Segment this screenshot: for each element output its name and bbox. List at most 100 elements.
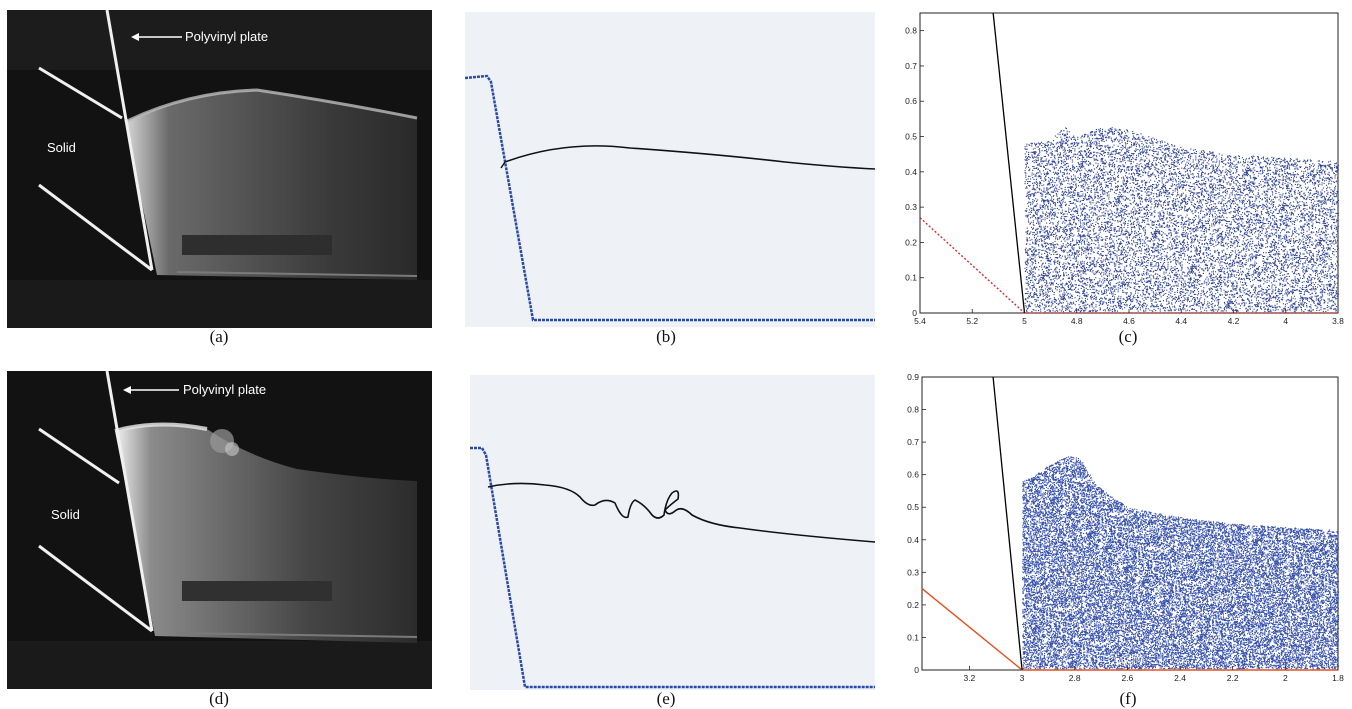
particle xyxy=(1126,231,1127,232)
particle xyxy=(1045,226,1046,227)
particle xyxy=(1127,248,1128,249)
particle xyxy=(1238,270,1239,271)
particle xyxy=(1134,305,1135,306)
particle xyxy=(1259,275,1260,276)
particle xyxy=(1331,229,1332,230)
particle xyxy=(1261,212,1262,213)
particle xyxy=(1123,302,1124,303)
particle xyxy=(1119,258,1120,259)
particle xyxy=(1245,258,1246,259)
particle xyxy=(1068,274,1069,275)
particle xyxy=(1207,154,1208,155)
particle xyxy=(1180,278,1181,279)
particle xyxy=(1166,176,1167,177)
particle xyxy=(1120,227,1121,228)
particle xyxy=(1189,271,1190,272)
particle xyxy=(1123,178,1124,179)
particle xyxy=(1264,261,1265,262)
particle xyxy=(1128,206,1129,207)
particle xyxy=(1176,176,1177,177)
particle xyxy=(1062,247,1063,248)
particle xyxy=(1044,208,1045,209)
particle xyxy=(1332,178,1333,179)
particle xyxy=(1077,157,1078,158)
particle xyxy=(1191,236,1192,237)
particle xyxy=(1122,287,1123,288)
particle xyxy=(1100,187,1101,188)
particle xyxy=(1222,240,1223,241)
particle xyxy=(1189,200,1190,201)
particle xyxy=(1126,233,1127,234)
particle xyxy=(1121,278,1122,279)
particle xyxy=(1139,166,1140,167)
particle xyxy=(1156,196,1157,197)
particle xyxy=(1240,178,1241,179)
particle xyxy=(1089,267,1090,268)
particle xyxy=(1275,174,1276,175)
particle xyxy=(1056,308,1057,309)
particle xyxy=(1035,161,1036,162)
particle xyxy=(1090,204,1091,205)
particle xyxy=(1052,290,1053,291)
particle xyxy=(1125,302,1126,303)
particle xyxy=(1203,273,1204,274)
particle xyxy=(1266,303,1267,304)
particle xyxy=(1056,254,1057,255)
particle xyxy=(1221,289,1222,290)
particle xyxy=(1190,228,1191,229)
particle xyxy=(1121,283,1122,284)
particle xyxy=(1125,142,1126,143)
particle xyxy=(1068,289,1069,290)
particle xyxy=(1241,297,1242,298)
particle xyxy=(1214,197,1215,198)
particle xyxy=(1108,191,1109,192)
particle xyxy=(1145,243,1146,244)
particle xyxy=(1146,299,1147,300)
particle xyxy=(1307,258,1308,259)
particle xyxy=(1068,209,1069,210)
particle xyxy=(1121,197,1122,198)
particle xyxy=(1043,190,1044,191)
particle xyxy=(1099,299,1100,300)
particle xyxy=(1305,224,1306,225)
particle xyxy=(1139,196,1140,197)
particle xyxy=(1054,229,1055,230)
particle xyxy=(1084,134,1085,135)
particle xyxy=(1324,173,1325,174)
particle xyxy=(1316,204,1317,205)
particle xyxy=(1195,298,1196,299)
particle xyxy=(1091,237,1092,238)
particle xyxy=(1336,290,1337,291)
particle xyxy=(1246,264,1247,265)
particle xyxy=(1098,216,1099,217)
particle xyxy=(1054,178,1055,179)
particle xyxy=(1094,286,1095,287)
particle xyxy=(1069,131,1070,132)
particle xyxy=(1028,263,1029,264)
particle xyxy=(1125,211,1126,212)
particle xyxy=(1177,274,1178,275)
particle xyxy=(1126,157,1127,158)
particle xyxy=(1099,185,1100,186)
particle xyxy=(1258,214,1259,215)
particle xyxy=(1291,258,1292,259)
particle xyxy=(1305,238,1306,239)
particle xyxy=(1317,276,1318,277)
particle xyxy=(1161,218,1162,219)
particle xyxy=(1127,239,1128,240)
particle xyxy=(1071,304,1072,305)
particle xyxy=(1032,271,1033,272)
particle xyxy=(1311,209,1312,210)
particle xyxy=(1031,280,1032,281)
particle xyxy=(1209,229,1210,230)
particle xyxy=(1153,291,1154,292)
particle xyxy=(1235,300,1236,301)
particle xyxy=(1131,229,1132,230)
particle xyxy=(1286,181,1287,182)
particle xyxy=(1104,204,1105,205)
particle xyxy=(1312,183,1313,184)
particle xyxy=(1127,299,1128,300)
particle xyxy=(1243,285,1244,286)
particle xyxy=(1297,181,1298,182)
particle xyxy=(1090,134,1091,135)
